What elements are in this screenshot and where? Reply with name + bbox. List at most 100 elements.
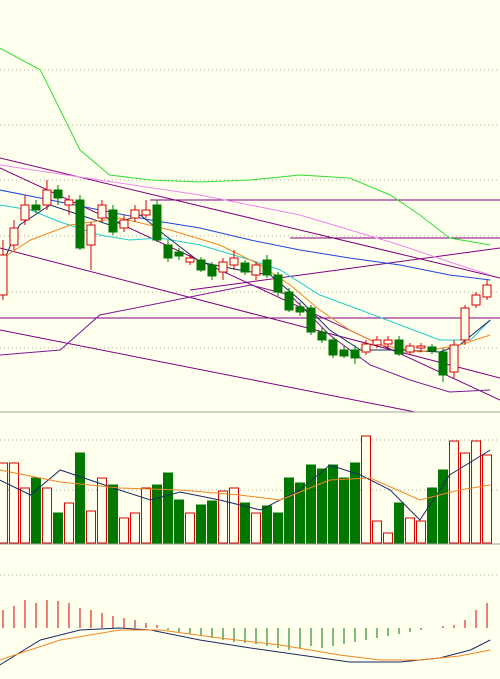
volume-bar [471,440,482,544]
candle-body [42,189,52,206]
candle-body [229,257,239,266]
indicator-line [0,284,491,393]
indicator-line [0,449,491,521]
volume-bar [460,452,471,544]
candle-body [383,339,393,345]
candle-body [141,209,151,216]
trend-line [0,329,416,413]
volume-bar [85,510,96,544]
volume-bar [41,487,52,544]
candle-body [196,259,206,271]
indicator-line [0,164,491,276]
candle-body [218,261,228,273]
candle-body [174,251,184,257]
volume-bar [339,477,350,544]
volume-bar [416,520,427,544]
candle-body [449,344,459,373]
candle-body [119,219,129,229]
volume-bar [151,484,162,544]
volume-bar [217,490,228,544]
volume-bar [162,472,173,544]
trend-line [0,247,500,379]
volume-bar [206,500,217,544]
candle-body [394,339,404,355]
candle-body [53,189,63,199]
candle-body [9,227,19,246]
volume-bar [195,504,206,544]
volume-bar [361,435,372,544]
indicator-line [0,469,491,501]
candle-body [405,345,415,353]
volume-bar [118,517,129,544]
candle-body [262,259,272,276]
volume-bar [184,512,195,544]
candle-body [438,351,448,376]
volume-bar [306,464,317,544]
volume-bar [261,505,272,544]
volume-bar [449,440,460,544]
candle-body [471,294,481,306]
candle-body [130,209,140,219]
volume-bar [372,520,383,544]
volume-bar [173,499,184,544]
volume-bar [438,469,449,544]
volume-bar [8,462,19,544]
candle-body [273,274,283,293]
candle-body [240,262,250,273]
volume-bar [394,502,405,544]
candle-body [295,306,305,313]
volume-bar [228,487,239,544]
volume-bar [250,512,261,544]
volume-bar [74,452,85,544]
candle-body [339,349,349,357]
volume-bar [350,462,361,544]
candle-body [372,339,382,346]
volume-bar [0,462,8,544]
indicator-line [0,47,491,246]
candle-body [185,257,195,263]
candle-body [64,199,74,206]
candle-body [361,343,371,353]
volume-bar [96,477,107,544]
candle-body [317,331,327,341]
volume-bar [140,487,151,544]
candle-body [20,204,30,221]
indicator-line [0,629,491,661]
candle-body [306,307,316,333]
volume-bar [30,477,41,544]
volume-bar [129,512,140,544]
volume-bar [328,464,339,544]
candle-body [284,291,294,311]
candle-body [0,254,8,296]
volume-bar [405,517,416,544]
candle-body [482,284,492,298]
candle-body [86,224,96,246]
candle-body [75,199,85,249]
volume-bar [383,532,394,544]
volume-bar [63,502,74,544]
candle-body [108,209,118,233]
volume-bar [427,487,438,544]
volume-bar [317,468,328,544]
candle-body [163,244,173,259]
volume-bar [239,502,250,544]
volume-bar [52,512,63,544]
volume-bar [107,484,118,544]
volume-bar [272,512,283,544]
candle-body [251,264,261,276]
candle-body [460,307,470,341]
candle-body [97,204,107,219]
candle-body [427,346,437,352]
volume-bar [482,454,493,544]
candle-body [152,204,162,241]
candle-body [416,345,426,349]
volume-bar [19,487,30,544]
volume-bar [283,477,294,544]
trend-line [189,247,500,291]
candle-body [350,349,360,359]
volume-bar [295,482,305,544]
candle-body [31,204,41,211]
candle-body [328,339,338,356]
